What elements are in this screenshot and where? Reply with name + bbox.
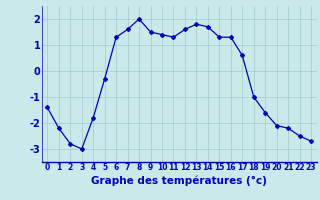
X-axis label: Graphe des températures (°c): Graphe des températures (°c) [91,175,267,186]
